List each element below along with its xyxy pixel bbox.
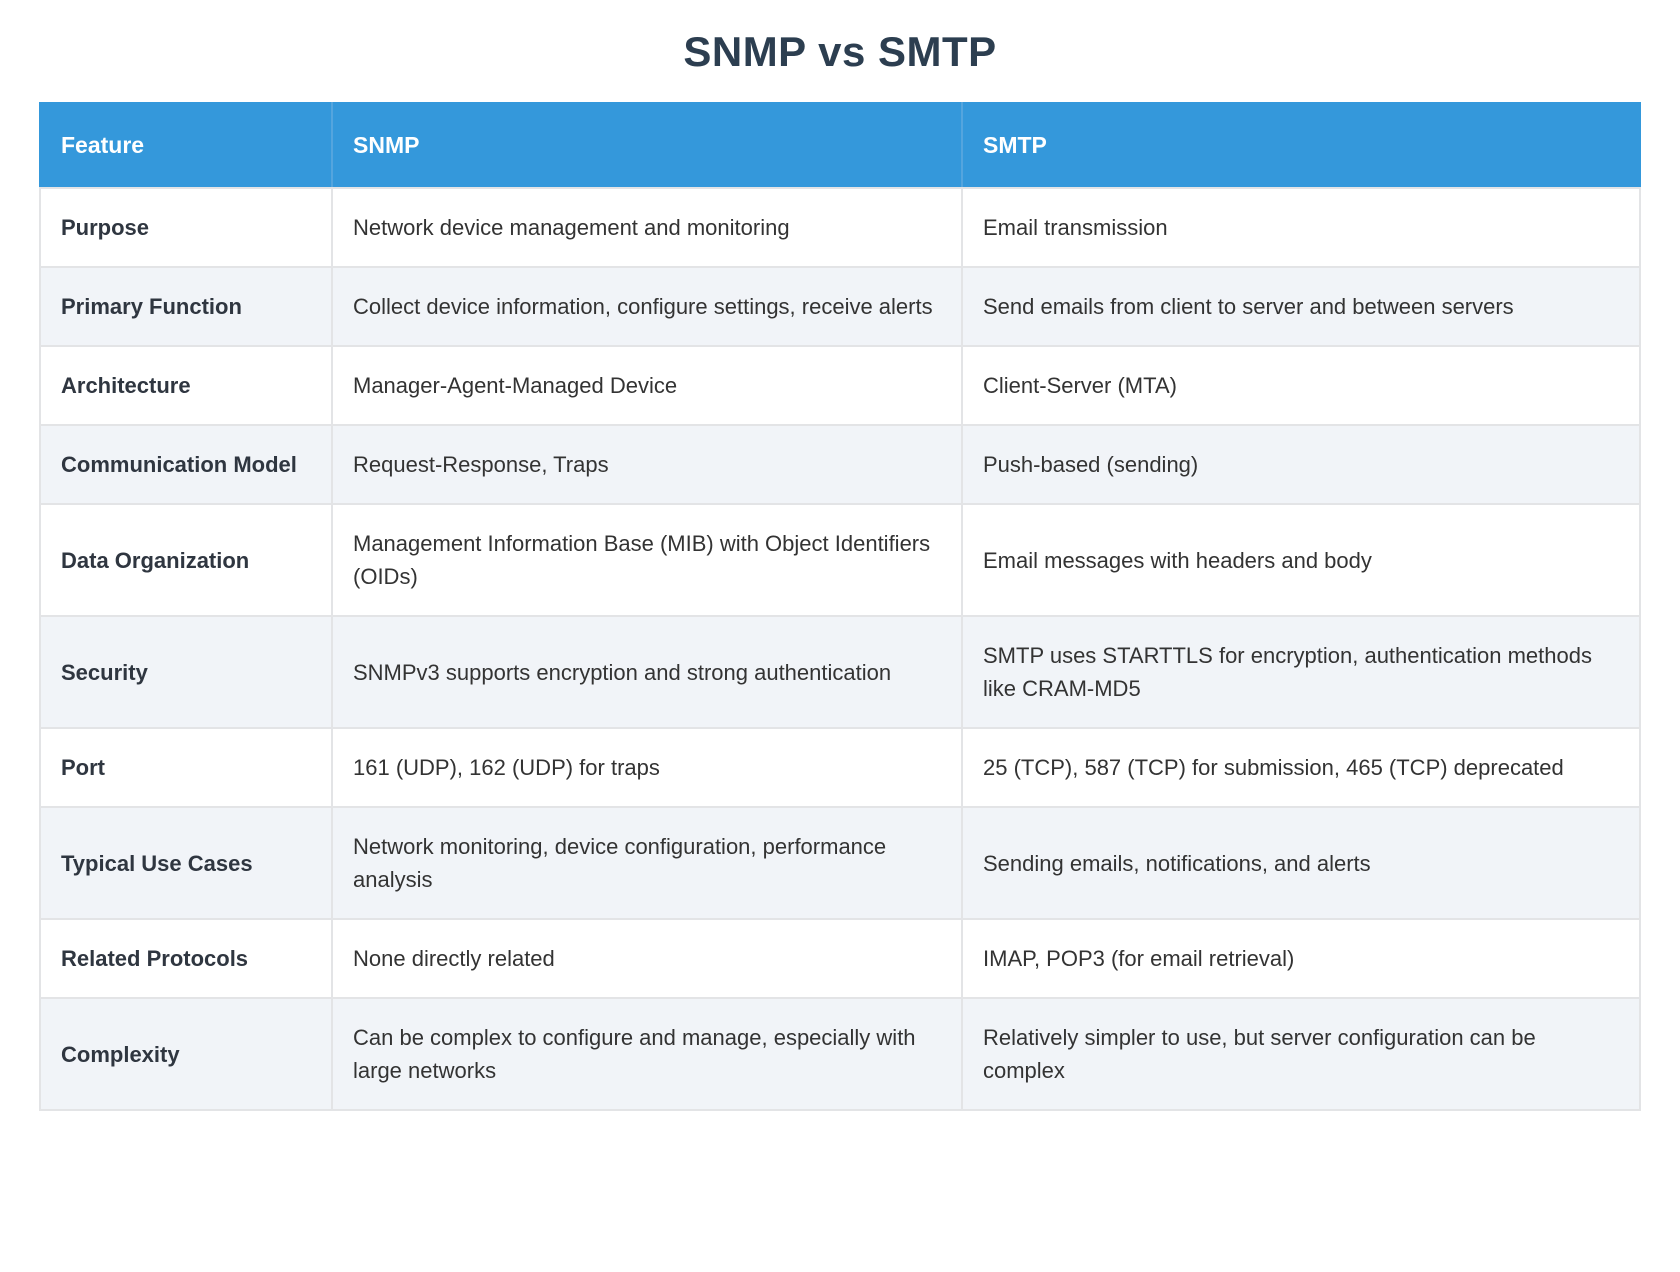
table-row: Primary Function Collect device informat… [39,266,1641,347]
table-row: Port 161 (UDP), 162 (UDP) for traps 25 (… [39,727,1641,808]
feature-cell: Primary Function [39,266,333,347]
snmp-cell: Collect device information, configure se… [331,266,963,347]
column-header-snmp: SNMP [331,102,963,189]
smtp-cell: Client-Server (MTA) [961,345,1641,426]
snmp-cell: SNMPv3 supports encryption and strong au… [331,615,963,729]
table-header: Feature SNMP SMTP [39,102,1641,189]
table-row: Communication Model Request-Response, Tr… [39,424,1641,505]
comparison-table: Feature SNMP SMTP Purpose Network device… [39,102,1641,1111]
table-row: Related Protocols None directly related … [39,918,1641,999]
header-row: Feature SNMP SMTP [39,102,1641,189]
smtp-cell: 25 (TCP), 587 (TCP) for submission, 465 … [961,727,1641,808]
column-header-smtp: SMTP [961,102,1641,189]
table-row: Data Organization Management Information… [39,503,1641,617]
snmp-cell: Network monitoring, device configuration… [331,806,963,920]
feature-cell: Data Organization [39,503,333,617]
table-row: Security SNMPv3 supports encryption and … [39,615,1641,729]
table-body: Purpose Network device management and mo… [39,187,1641,1111]
feature-cell: Typical Use Cases [39,806,333,920]
snmp-cell: Network device management and monitoring [331,187,963,268]
smtp-cell: Send emails from client to server and be… [961,266,1641,347]
table-row: Architecture Manager-Agent-Managed Devic… [39,345,1641,426]
snmp-cell: None directly related [331,918,963,999]
feature-cell: Related Protocols [39,918,333,999]
page-title: SNMP vs SMTP [683,28,997,75]
table-row: Purpose Network device management and mo… [39,187,1641,268]
smtp-cell: Email messages with headers and body [961,503,1641,617]
feature-cell: Architecture [39,345,333,426]
smtp-cell: IMAP, POP3 (for email retrieval) [961,918,1641,999]
snmp-cell: Can be complex to configure and manage, … [331,997,963,1111]
smtp-cell: Relatively simpler to use, but server co… [961,997,1641,1111]
feature-cell: Communication Model [39,424,333,505]
feature-cell: Complexity [39,997,333,1111]
smtp-cell: Sending emails, notifications, and alert… [961,806,1641,920]
feature-cell: Purpose [39,187,333,268]
snmp-cell: Request-Response, Traps [331,424,963,505]
feature-cell: Port [39,727,333,808]
table-row: Complexity Can be complex to configure a… [39,997,1641,1111]
snmp-cell: 161 (UDP), 162 (UDP) for traps [331,727,963,808]
smtp-cell: Push-based (sending) [961,424,1641,505]
snmp-cell: Management Information Base (MIB) with O… [331,503,963,617]
table-row: Typical Use Cases Network monitoring, de… [39,806,1641,920]
column-header-feature: Feature [39,102,333,189]
feature-cell: Security [39,615,333,729]
smtp-cell: Email transmission [961,187,1641,268]
smtp-cell: SMTP uses STARTTLS for encryption, authe… [961,615,1641,729]
snmp-cell: Manager-Agent-Managed Device [331,345,963,426]
